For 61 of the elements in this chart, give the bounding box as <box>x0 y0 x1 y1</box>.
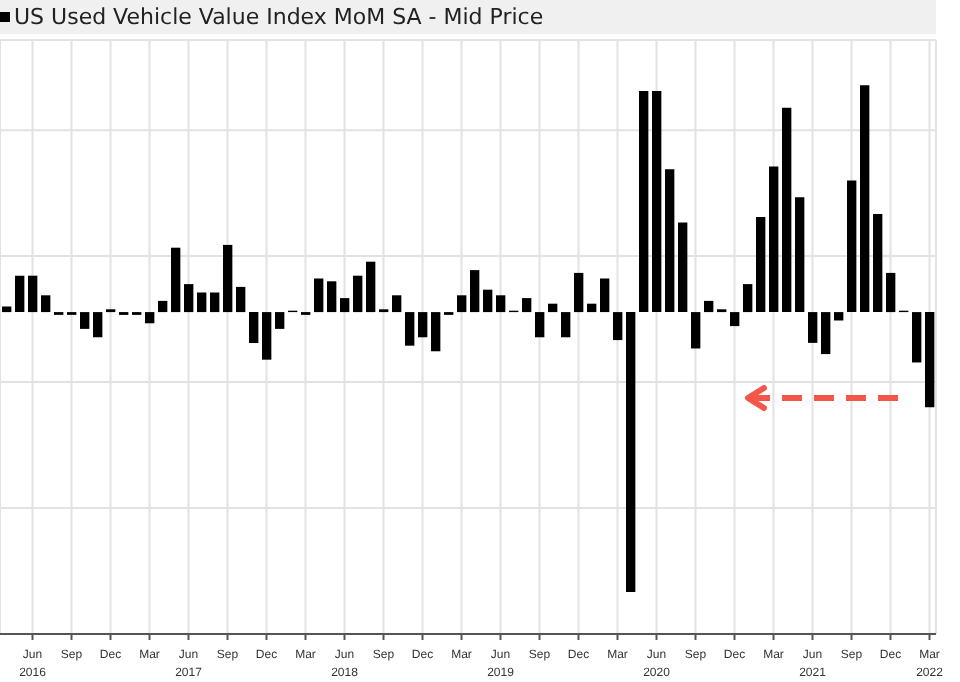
bar <box>613 312 623 341</box>
bar <box>535 312 545 338</box>
bar <box>418 312 428 338</box>
bar <box>704 300 714 313</box>
bar <box>600 278 610 313</box>
bar <box>327 281 337 313</box>
bar <box>912 312 922 363</box>
bar <box>496 295 506 313</box>
bar <box>249 312 259 343</box>
legend-label: US Used Vehicle Value Index MoM SA - Mid Price <box>12 4 544 30</box>
bar <box>522 298 532 313</box>
bar <box>756 216 766 313</box>
bar <box>145 312 155 324</box>
bar <box>210 292 220 313</box>
bar <box>678 222 688 313</box>
bar <box>236 286 246 313</box>
bar <box>639 90 649 313</box>
bar <box>314 278 324 313</box>
bar <box>873 214 883 313</box>
bar <box>41 295 51 313</box>
bar <box>93 312 103 338</box>
bar <box>626 312 636 593</box>
bar <box>80 312 90 329</box>
bar <box>223 244 233 313</box>
bar <box>587 303 597 313</box>
bar <box>2 306 12 313</box>
bar <box>847 180 857 313</box>
bar <box>808 312 818 343</box>
bar <box>366 261 376 313</box>
bar <box>392 295 402 313</box>
bar <box>340 298 350 313</box>
bar <box>886 272 896 313</box>
bar <box>457 295 467 313</box>
bar <box>15 275 25 313</box>
bar <box>548 303 558 313</box>
bar <box>561 312 571 338</box>
bar <box>730 312 740 327</box>
bar <box>158 300 168 313</box>
bar <box>262 312 272 360</box>
bar <box>652 90 662 313</box>
bar <box>769 166 779 313</box>
bar <box>171 247 181 313</box>
bar <box>574 272 584 313</box>
bar <box>483 289 493 313</box>
bar <box>275 312 285 329</box>
bar <box>28 275 38 313</box>
bar <box>691 312 701 349</box>
bar <box>782 107 792 313</box>
bar <box>405 312 415 346</box>
bar <box>925 312 935 408</box>
bar <box>821 312 831 355</box>
bar <box>860 85 870 313</box>
bar <box>353 275 363 313</box>
bar <box>665 169 675 313</box>
bar <box>834 312 844 321</box>
bar <box>197 292 207 313</box>
bar <box>431 312 441 352</box>
bar <box>795 197 805 313</box>
bar <box>184 284 194 313</box>
bar <box>743 284 753 313</box>
bar <box>470 270 480 313</box>
